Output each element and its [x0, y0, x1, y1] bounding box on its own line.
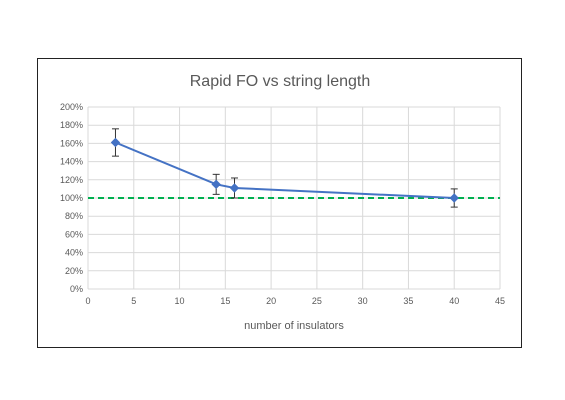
x-tick-label: 0	[85, 296, 90, 306]
x-tick-label: 35	[403, 296, 413, 306]
y-tick-label: 120%	[60, 175, 83, 185]
y-tick-label: 0%	[70, 284, 83, 294]
y-tick-label: 160%	[60, 138, 83, 148]
y-tick-label: 200%	[60, 102, 83, 112]
chart-title: Rapid FO vs string length	[190, 73, 371, 90]
series-line	[115, 141, 455, 199]
x-tick-label: 15	[220, 296, 230, 306]
x-tick-label: 30	[358, 296, 368, 306]
x-tick-label: 45	[495, 296, 505, 306]
data-point-marker	[229, 183, 240, 193]
y-tick-label: 100%	[60, 193, 83, 203]
y-tick-label: 80%	[65, 211, 83, 221]
y-tick-label: 40%	[65, 248, 83, 258]
y-tick-label: 140%	[60, 157, 83, 167]
data-point-marker	[449, 193, 459, 203]
data-point-marker	[211, 179, 221, 190]
chart-svg: Rapid FO vs string length 0% 20% 40% 60% 80%…	[60, 73, 505, 332]
data-point-marker	[110, 137, 121, 148]
x-tick-label: 40	[449, 296, 459, 306]
x-axis-label: number of insulators	[244, 320, 344, 332]
y-tick-label: 60%	[65, 229, 83, 239]
chart-frame: Rapid FO vs string length 0% 20% 40% 60% 80%…	[37, 58, 522, 348]
x-tick-label: 5	[131, 296, 136, 306]
x-tick-label: 20	[266, 296, 276, 306]
y-tick-label: 180%	[60, 120, 83, 130]
y-tick-label: 20%	[65, 266, 83, 276]
tick-layer: 0% 20% 40% 60% 80% 100% 120% 140% 160% 180% 200% 0 5…	[60, 102, 505, 306]
series-layer	[110, 128, 459, 208]
x-tick-label: 25	[312, 296, 322, 306]
x-tick-label: 10	[175, 296, 185, 306]
